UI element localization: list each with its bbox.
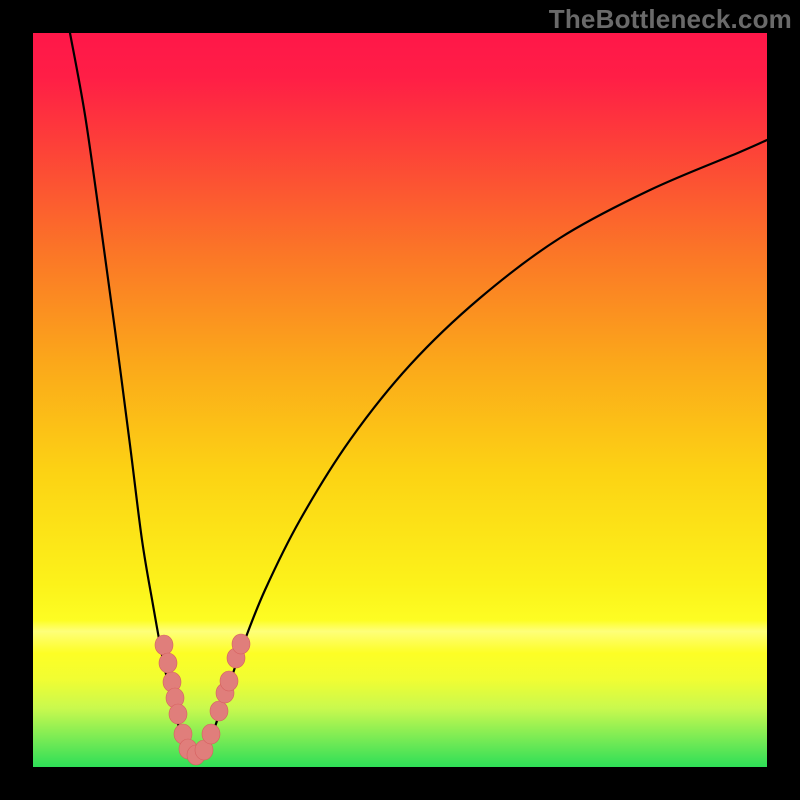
data-marker [155,635,173,655]
gradient-background [33,33,767,767]
data-marker [210,701,228,721]
data-marker [159,653,177,673]
data-marker [220,671,238,691]
watermark-text: TheBottleneck.com [549,4,792,35]
data-marker [232,634,250,654]
data-marker [202,724,220,744]
bottleneck-chart [0,0,800,800]
data-marker [169,704,187,724]
